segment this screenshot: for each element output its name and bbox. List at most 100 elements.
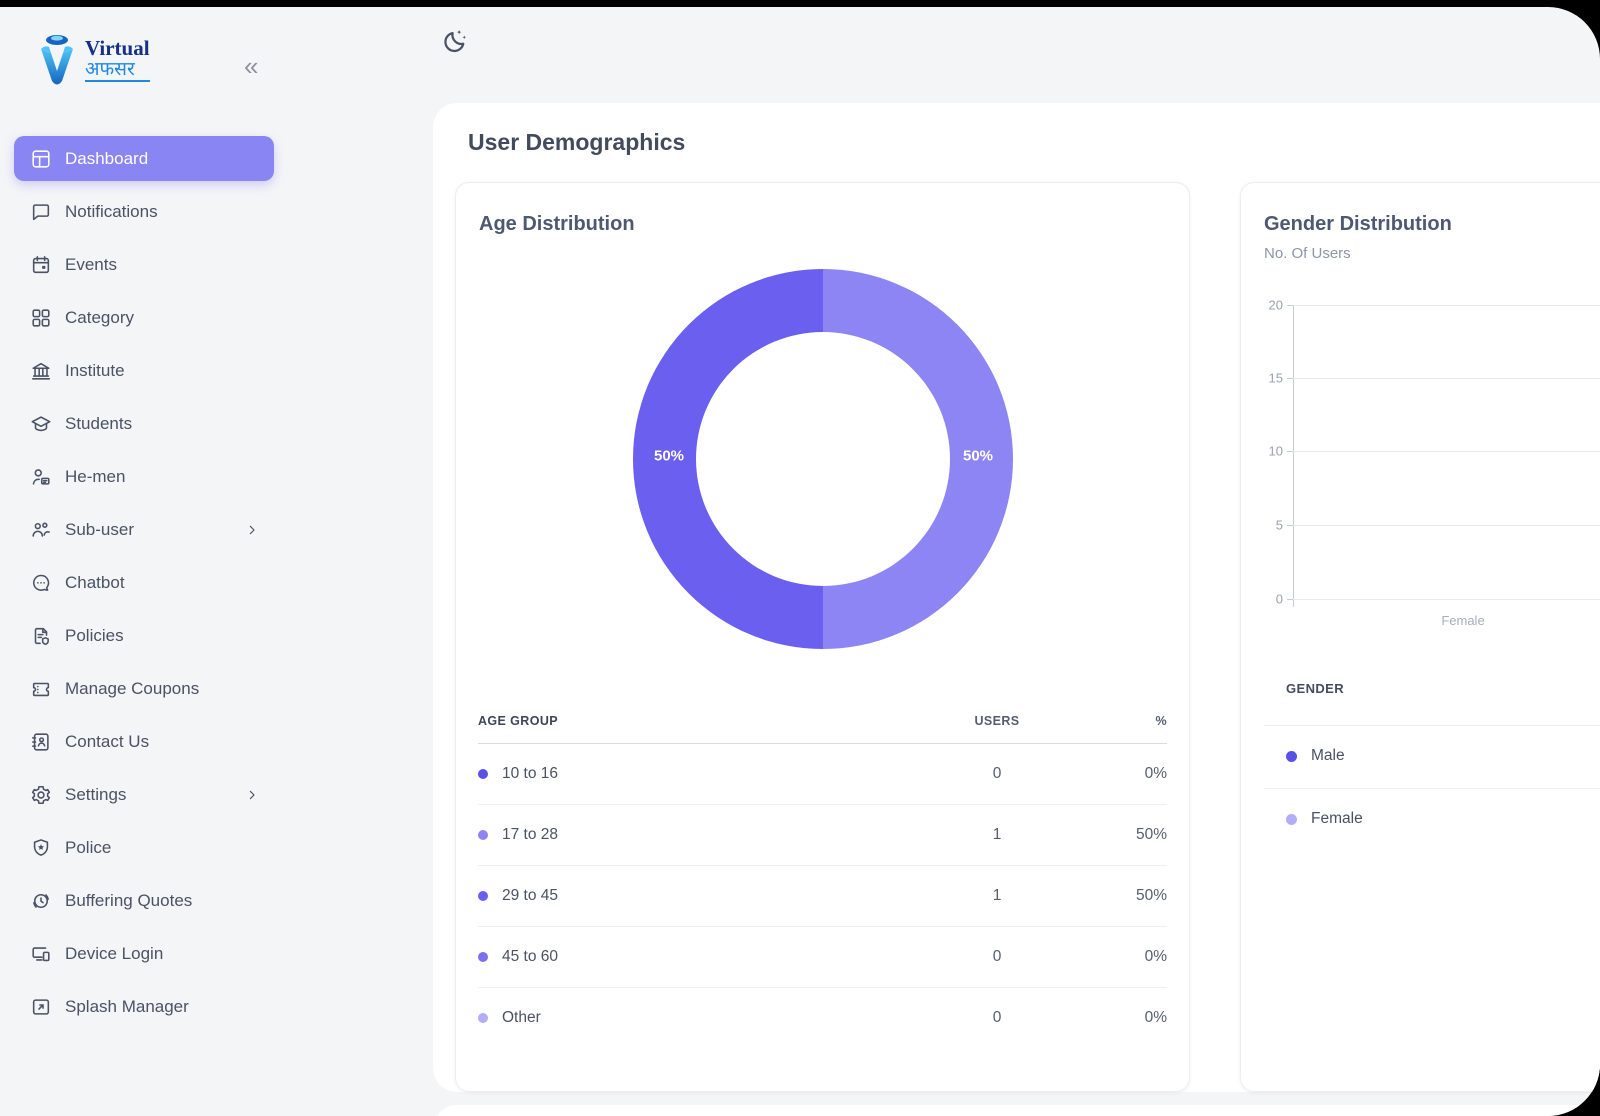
sidebar-item-device-login[interactable]: Device Login <box>14 931 274 976</box>
y-tick-mark <box>1287 599 1293 600</box>
gender-bar-chart: 20 15 10 5 0 Female <box>1241 183 1600 643</box>
sidebar-item-label: Device Login <box>65 943 164 963</box>
age-users-value: 1 <box>992 826 1002 843</box>
legend-color-dot <box>1286 750 1297 762</box>
gridline <box>1293 305 1600 306</box>
sidebar-item-manage-coupons[interactable]: Manage Coupons <box>14 666 274 711</box>
series-color-dot <box>478 952 488 962</box>
age-table-row: 29 to 45 1 50% <box>478 865 1167 926</box>
age-pct-value: 50% <box>1135 826 1167 843</box>
user-group-icon <box>30 519 52 541</box>
y-tick-label: 20 <box>1268 297 1283 313</box>
contact-book-icon <box>30 731 52 753</box>
dark-mode-toggle[interactable] <box>441 26 471 56</box>
y-tick-mark <box>1287 451 1293 452</box>
age-table-row: 10 to 16 0 0% <box>478 743 1167 804</box>
age-donut-hole <box>696 332 950 586</box>
sidebar-item-label: Dashboard <box>65 148 149 168</box>
graduation-icon <box>30 413 52 435</box>
chevron-right-icon <box>244 522 260 538</box>
y-axis-line <box>1293 305 1294 607</box>
age-card-title: Age Distribution <box>479 213 635 235</box>
y-tick-mark <box>1287 305 1293 306</box>
donut-left-label: 50% <box>653 447 685 465</box>
sidebar-item-label: Chatbot <box>65 572 125 592</box>
age-table-row: 45 to 60 0 0% <box>478 926 1167 987</box>
donut-right-label: 50% <box>962 447 994 465</box>
brand-logo: Virtual अफसर <box>35 31 150 89</box>
sidebar-item-contact-us[interactable]: Contact Us <box>14 719 274 764</box>
series-color-dot <box>478 769 488 779</box>
age-pct-value: 0% <box>1144 948 1167 965</box>
gender-card-subtitle: No. Of Users <box>1264 245 1351 262</box>
sidebar-item-buffering-quotes[interactable]: Buffering Quotes <box>14 878 274 923</box>
sidebar-item-settings[interactable]: Settings <box>14 772 274 817</box>
sidebar-item-sub-user[interactable]: Sub-user <box>14 507 274 552</box>
age-pct-value: 50% <box>1135 887 1167 904</box>
legend-label: Female <box>1311 810 1363 827</box>
sidebar-item-label: Category <box>65 307 134 327</box>
sidebar-item-chatbot[interactable]: Chatbot <box>14 560 274 605</box>
age-users-value: 0 <box>992 948 1002 965</box>
brand-v-icon <box>41 35 73 85</box>
shield-star-icon <box>30 837 52 859</box>
age-table-header-pct: % <box>1155 713 1167 728</box>
chat-bubble-icon <box>30 201 52 223</box>
y-tick-label: 10 <box>1268 443 1283 459</box>
chat-dots-icon <box>30 572 52 594</box>
age-pct-value: 0% <box>1144 1009 1167 1026</box>
gridline <box>1293 525 1600 526</box>
bank-icon <box>30 360 52 382</box>
age-table-header: AGE GROUP USERS % <box>478 698 1167 743</box>
gender-card-title: Gender Distribution <box>1264 213 1452 235</box>
sidebar-item-label: Buffering Quotes <box>65 890 193 910</box>
gender-legend-header: GENDER <box>1286 681 1345 696</box>
splash-icon <box>30 996 52 1018</box>
age-table-row: 17 to 28 1 50% <box>478 804 1167 865</box>
age-pct-value: 0% <box>1144 765 1167 782</box>
doc-shield-icon <box>30 625 52 647</box>
sidebar-collapse-button[interactable]: « <box>244 51 259 81</box>
sidebar-item-dashboard[interactable]: Dashboard <box>14 136 274 181</box>
sidebar-item-label: Policies <box>65 625 124 645</box>
page-title: User Demographics <box>468 129 686 155</box>
sidebar-item-events[interactable]: Events <box>14 242 274 287</box>
sidebar-item-notifications[interactable]: Notifications <box>14 189 274 234</box>
sidebar-item-policies[interactable]: Policies <box>14 613 274 658</box>
sidebar-item-label: Settings <box>65 784 127 804</box>
next-section-panel <box>433 1105 1600 1116</box>
legend-divider <box>1264 788 1600 789</box>
sidebar-item-he-men[interactable]: He-men <box>14 454 274 499</box>
gender-legend-row: Female <box>1286 810 1363 828</box>
age-group-label: Other <box>502 1009 541 1026</box>
clock-icon <box>30 890 52 912</box>
gridline <box>1293 378 1600 379</box>
y-tick-label: 15 <box>1268 370 1283 386</box>
sidebar-item-police[interactable]: Police <box>14 825 274 870</box>
x-tick-label: Female <box>1441 613 1485 628</box>
y-tick-label: 5 <box>1275 517 1283 533</box>
sidebar-item-label: He-men <box>65 466 126 486</box>
age-distribution-card: Age Distribution 50% 50% AGE GROUP USERS… <box>455 182 1190 1092</box>
gender-legend-row: Male <box>1286 747 1345 765</box>
age-group-label: 29 to 45 <box>502 887 559 904</box>
gender-distribution-card: Gender Distribution No. Of Users 20 15 10 5… <box>1240 182 1600 1092</box>
age-users-value: 0 <box>992 765 1002 782</box>
devices-icon <box>30 943 52 965</box>
chevron-right-icon <box>244 787 260 803</box>
sidebar-item-label: Contact Us <box>65 731 150 751</box>
y-tick-mark <box>1287 525 1293 526</box>
brand-name-hi: अफसर <box>85 60 150 82</box>
dashboard-icon <box>30 148 52 170</box>
sidebar-item-category[interactable]: Category <box>14 295 274 340</box>
app-window: Virtual अफसर « Dashboard Notifications Eve… <box>0 7 1600 1116</box>
sidebar-item-splash-manager[interactable]: Splash Manager <box>14 984 274 1029</box>
calendar-icon <box>30 254 52 276</box>
sidebar-item-students[interactable]: Students <box>14 401 274 446</box>
age-users-value: 0 <box>992 1009 1002 1026</box>
sidebar-menu: Dashboard Notifications Events Category Inst… <box>14 136 274 1037</box>
moon-stars-icon <box>444 30 466 53</box>
y-tick-label: 0 <box>1275 591 1283 607</box>
sidebar-item-institute[interactable]: Institute <box>14 348 274 393</box>
age-table: AGE GROUP USERS % 10 to 16 0 0% 17 to 28 1 50… <box>478 698 1167 1048</box>
